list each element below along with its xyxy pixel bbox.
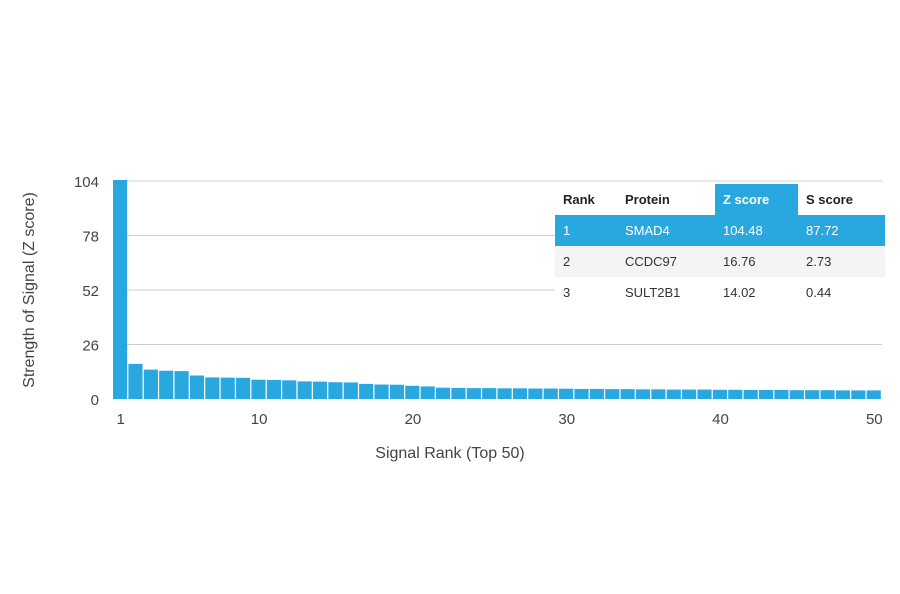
bar-rank-17 (359, 383, 374, 399)
y-tick-label: 0 (91, 392, 99, 409)
bar-rank-32 (589, 388, 604, 399)
bar-rank-15 (328, 382, 343, 399)
bar-rank-40 (712, 389, 727, 399)
bar-rank-4 (159, 370, 174, 399)
bar-rank-20 (405, 385, 420, 399)
bar-rank-18 (374, 384, 389, 399)
bar-rank-38 (682, 389, 697, 399)
header-protein: Protein (625, 192, 670, 207)
bar-rank-45 (789, 390, 804, 399)
table-row: 1 SMAD4 104.48 87.72 (555, 215, 885, 246)
cell-z-score: 16.76 (715, 246, 798, 277)
cell-z-score: 104.48 (715, 215, 798, 246)
bar-rank-31 (574, 388, 589, 399)
bar-rank-44 (774, 389, 789, 399)
bar-rank-35 (635, 389, 651, 399)
cell-s-score: 2.73 (798, 246, 885, 277)
bar-rank-24 (466, 388, 481, 399)
x-tick-label: 30 (558, 411, 575, 428)
cell-rank: 3 (563, 285, 571, 300)
table-row: 2 CCDC97 16.76 2.73 (555, 246, 885, 277)
cell-rank: 2 (555, 246, 617, 277)
bar-rank-16 (343, 382, 358, 399)
cell-z-score: 14.02 (723, 285, 756, 300)
bar-rank-29 (543, 388, 558, 399)
y-tick-label: 26 (82, 338, 99, 355)
bar-rank-37 (666, 389, 681, 399)
x-tick-label: 50 (866, 411, 883, 428)
table-header-row: Rank Protein Z score S score (555, 184, 885, 215)
y-tick-label: 52 (82, 283, 99, 300)
bar-rank-26 (497, 388, 512, 399)
x-axis-label: Signal Rank (Top 50) (375, 445, 524, 462)
y-tick-label: 104 (74, 174, 99, 191)
bar-rank-42 (743, 389, 758, 399)
x-tick-label: 20 (405, 411, 422, 428)
bar-rank-30 (559, 388, 574, 399)
cell-s-score: 87.72 (798, 215, 885, 246)
bar-rank-3 (143, 369, 158, 399)
cell-rank: 1 (555, 215, 617, 246)
bar-rank-41 (728, 389, 743, 399)
cell-protein: SMAD4 (617, 215, 715, 246)
bar-rank-36 (651, 389, 666, 399)
bar-rank-47 (820, 390, 835, 399)
header-z-score: Z score (715, 184, 798, 215)
bar-rank-12 (282, 380, 297, 399)
bar-rank-6 (189, 375, 205, 399)
cell-protein: SULT2B1 (625, 285, 681, 300)
bar-rank-48 (835, 390, 851, 399)
header-s-score: S score (806, 192, 853, 207)
cell-protein: CCDC97 (617, 246, 715, 277)
x-tick-label: 1 (117, 411, 125, 428)
bar-rank-11 (266, 379, 281, 399)
bar-rank-22 (435, 387, 451, 399)
header-rank: Rank (563, 192, 595, 207)
y-tick-label: 78 (82, 229, 99, 246)
bar-rank-28 (528, 388, 543, 399)
bar-rank-9 (236, 377, 251, 399)
bar-rank-1 (113, 179, 128, 399)
x-tick-label: 40 (712, 411, 729, 428)
bar-rank-50 (866, 390, 881, 399)
bar-rank-19 (389, 384, 405, 399)
bar-rank-49 (851, 390, 866, 399)
cell-s-score: 0.44 (806, 285, 832, 300)
bar-rank-7 (205, 377, 220, 399)
bar-rank-43 (758, 389, 774, 399)
table-row: 3 SULT2B1 14.02 0.44 (555, 277, 885, 308)
x-tick-label: 10 (251, 411, 268, 428)
y-axis-label: Strength of Signal (Z score) (21, 192, 38, 388)
bar-rank-27 (512, 388, 528, 399)
bar-rank-33 (605, 389, 620, 399)
bar-rank-13 (297, 381, 312, 399)
bar-rank-21 (420, 386, 435, 399)
top-hits-table: Rank Protein Z score S score 1 SMAD4 104… (555, 184, 885, 308)
bar-rank-5 (174, 371, 189, 399)
bar-rank-23 (451, 387, 466, 399)
bar-rank-39 (697, 389, 712, 399)
bar-rank-46 (805, 390, 820, 399)
bar-rank-25 (482, 388, 497, 399)
bar-rank-10 (251, 379, 266, 399)
bar-rank-14 (312, 381, 328, 399)
bar-rank-34 (620, 389, 635, 399)
bar-rank-8 (220, 377, 235, 399)
bar-rank-2 (128, 363, 143, 399)
